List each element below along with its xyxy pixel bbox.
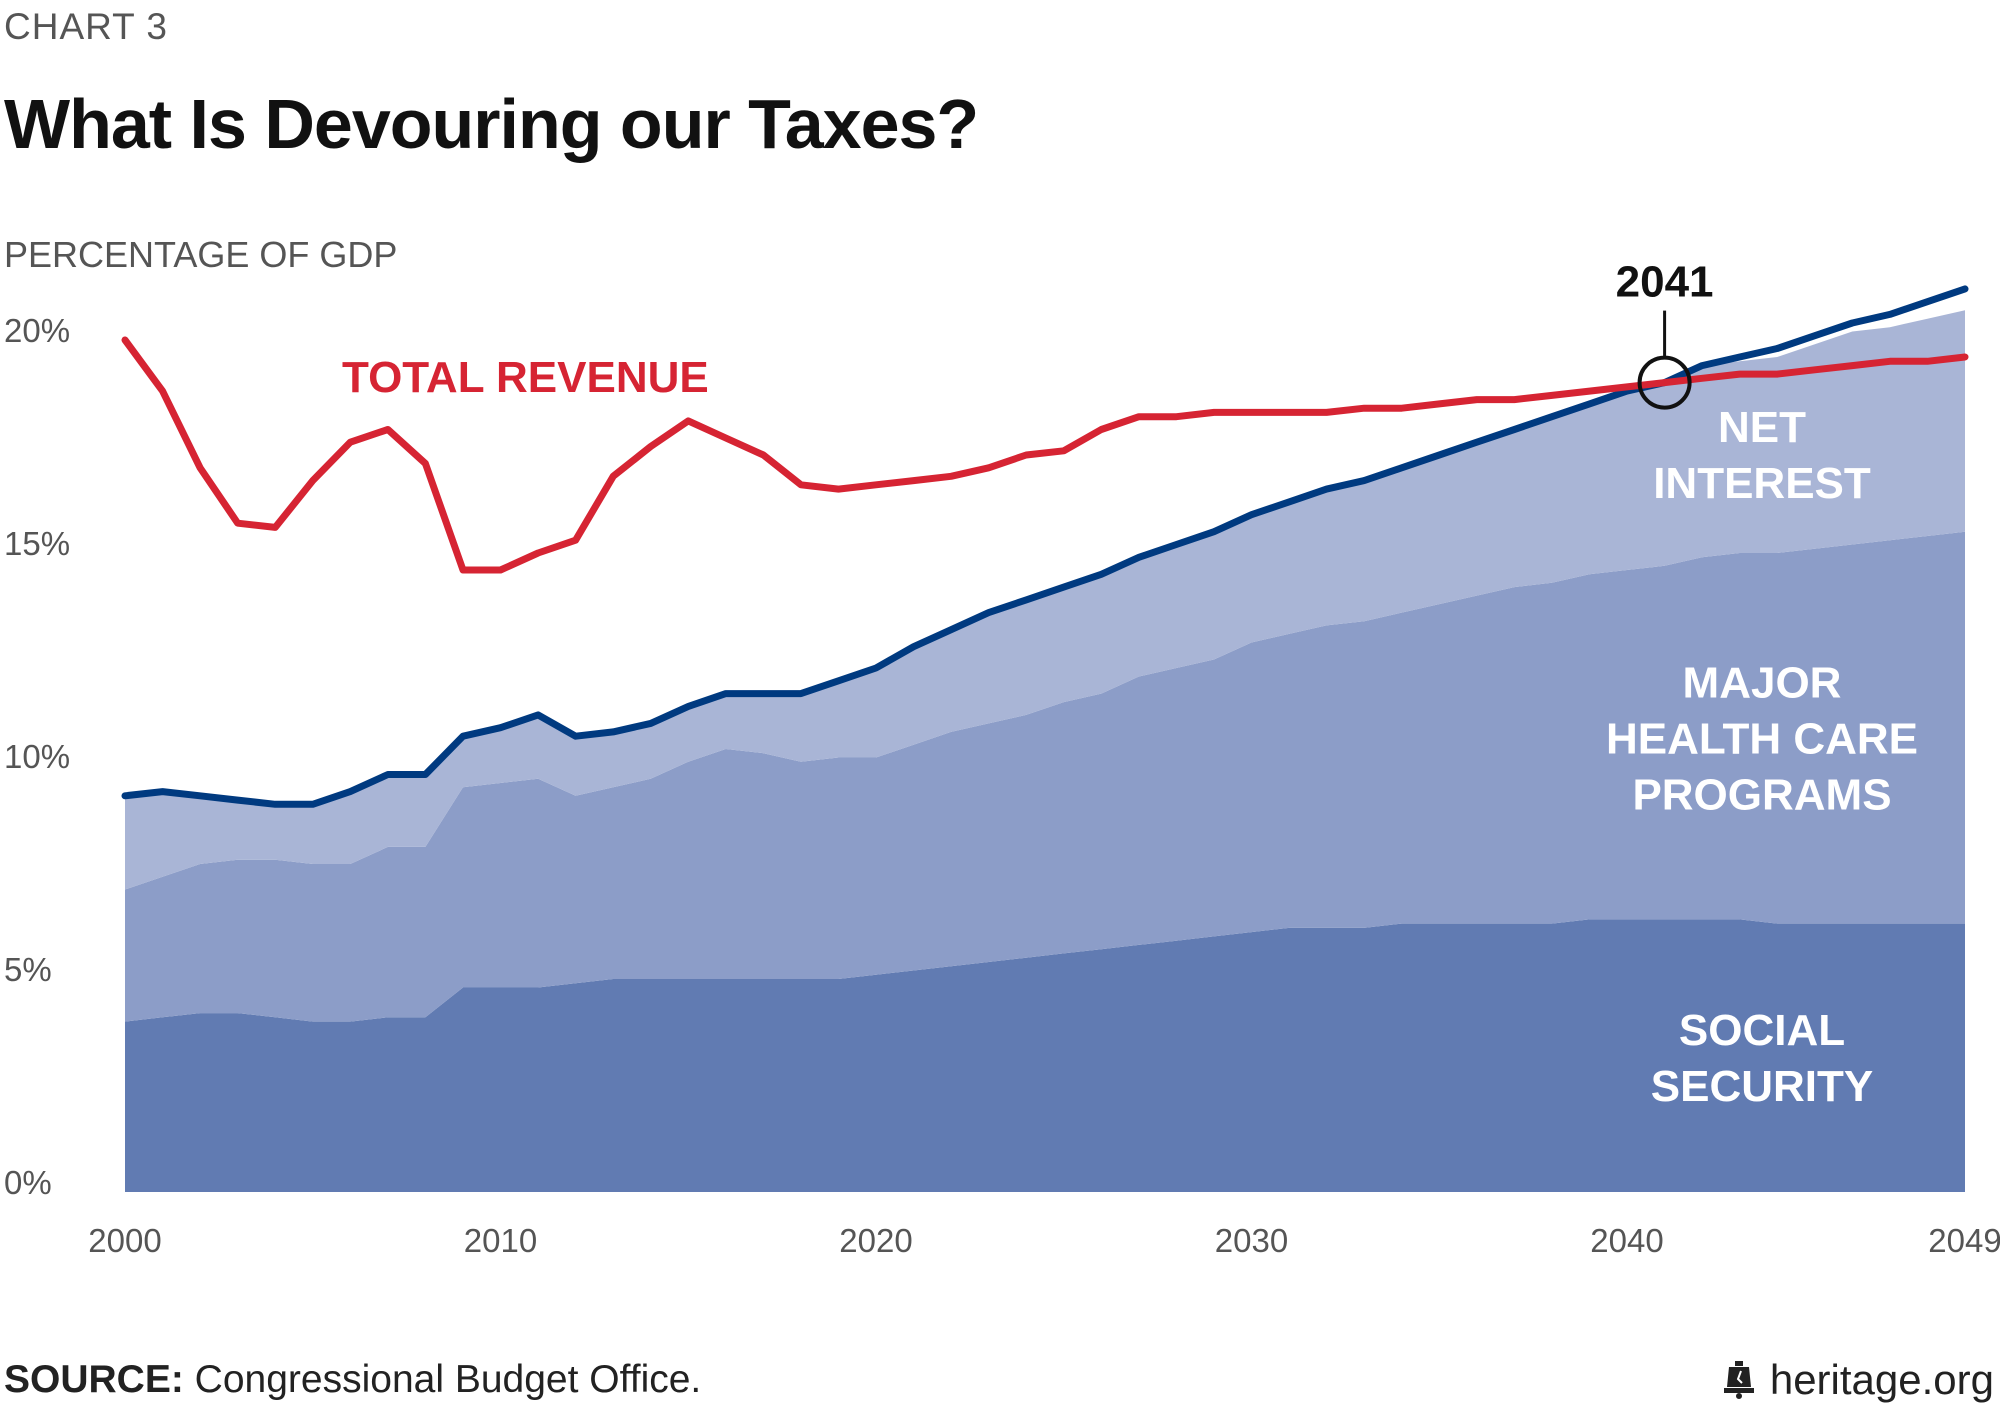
source-note: SOURCE: Congressional Budget Office. [4,1358,701,1402]
line-total-revenue [121,336,1969,574]
area-label-line: NET [1718,403,1806,452]
chart-title: What Is Devouring our Taxes? [4,85,979,163]
area-net-interest [125,310,1965,890]
y-tick-label: 0% [4,1164,52,1201]
x-tick-label: 2030 [1215,1222,1288,1259]
y-tick-label: 20% [4,312,70,349]
brand[interactable]: heritage.org [1722,1356,1994,1404]
source-label: SOURCE: [4,1358,184,1401]
area-label-line: SOCIAL [1679,1006,1845,1055]
chart-kicker: CHART 3 [4,6,168,47]
y-axis: 0% 5% 10% 15% 20% [4,312,70,1201]
area-label-line: HEALTH CARE [1606,714,1918,763]
area-major-health-care-programs [125,531,1965,1022]
area-labels: SOCIAL SECURITY MAJOR HEALTH CARE PROGRAMS NE… [1606,403,1918,1111]
area-social-security [125,919,1965,1192]
area-label-line: SECURITY [1651,1062,1873,1111]
x-axis: 2000 2010 2020 2030 2040 2049 [88,1222,2000,1259]
total-revenue-label: TOTAL REVENUE [342,353,709,402]
crossover-year-label: 2041 [1616,258,1714,307]
y-tick-label: 5% [4,951,52,988]
source-text: Congressional Budget Office. [183,1358,702,1401]
y-tick-label: 15% [4,525,70,562]
x-tick-label: 2010 [464,1222,537,1259]
x-tick-label: 2049 [1928,1222,2000,1259]
line-labels: TOTAL REVENUE [342,353,709,402]
y-axis-title: PERCENTAGE OF GDP [4,234,398,275]
area-label-line: INTEREST [1653,459,1871,508]
y-tick-label: 10% [4,738,70,775]
brand-name[interactable]: heritage.org [1769,1356,1994,1403]
x-tick-label: 2040 [1590,1222,1663,1259]
x-tick-label: 2000 [88,1222,161,1259]
area-label-line: MAJOR [1683,658,1842,707]
crossover-annotation: 2041 [1616,258,1714,410]
liberty-bell-icon [1723,1361,1754,1399]
stacked-areas [125,310,1965,1192]
x-tick-label: 2020 [839,1222,912,1259]
area-label-line: PROGRAMS [1632,770,1891,819]
series-lines [121,285,1969,808]
